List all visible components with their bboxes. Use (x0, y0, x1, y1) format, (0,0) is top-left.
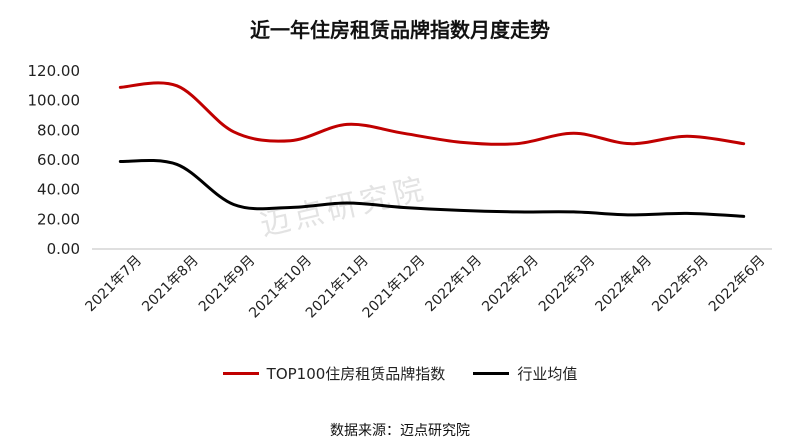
x-tick-label: 2022年5月 (649, 253, 712, 316)
chart-title: 近一年住房租赁品牌指数月度走势 (250, 18, 550, 42)
y-tick-label: 20.00 (37, 210, 80, 228)
x-tick-label: 2021年9月 (196, 253, 259, 316)
source-note: 数据来源：迈点研究院 (330, 423, 470, 439)
x-tick-label: 2022年2月 (479, 253, 542, 316)
y-tick-label: 120.00 (28, 62, 81, 80)
y-tick-label: 100.00 (28, 92, 81, 110)
y-tick-label: 80.00 (37, 121, 80, 139)
legend-swatch-top100 (222, 372, 259, 375)
x-tick-label: 2022年3月 (536, 253, 599, 316)
legend-label-top100: TOP100住房租赁品牌指数 (266, 365, 446, 383)
legend-item-top100: TOP100住房租赁品牌指数 (222, 363, 446, 384)
y-tick-label: 60.00 (37, 151, 80, 169)
legend-label-industry-avg: 行业均值 (517, 365, 578, 383)
y-tick-label: 40.00 (37, 181, 80, 199)
x-tick-label: 2021年8月 (139, 253, 202, 316)
x-tick-label: 2022年6月 (706, 253, 769, 316)
x-tick-label: 2022年1月 (423, 253, 486, 316)
x-tick-label: 2021年7月 (83, 253, 146, 316)
x-tick-label: 2022年4月 (593, 253, 656, 316)
y-tick-label: 0.00 (47, 240, 80, 258)
legend: TOP100住房租赁品牌指数 行业均值 (0, 363, 800, 384)
legend-swatch-industry-avg (473, 372, 510, 375)
series-line-industry-avg (118, 158, 746, 218)
legend-item-industry-avg: 行业均值 (473, 363, 577, 384)
series-line-top100 (118, 81, 746, 146)
line-chart: 0.00 20.00 40.00 60.00 80.00 100.00 120.00 2021… (28, 62, 772, 321)
